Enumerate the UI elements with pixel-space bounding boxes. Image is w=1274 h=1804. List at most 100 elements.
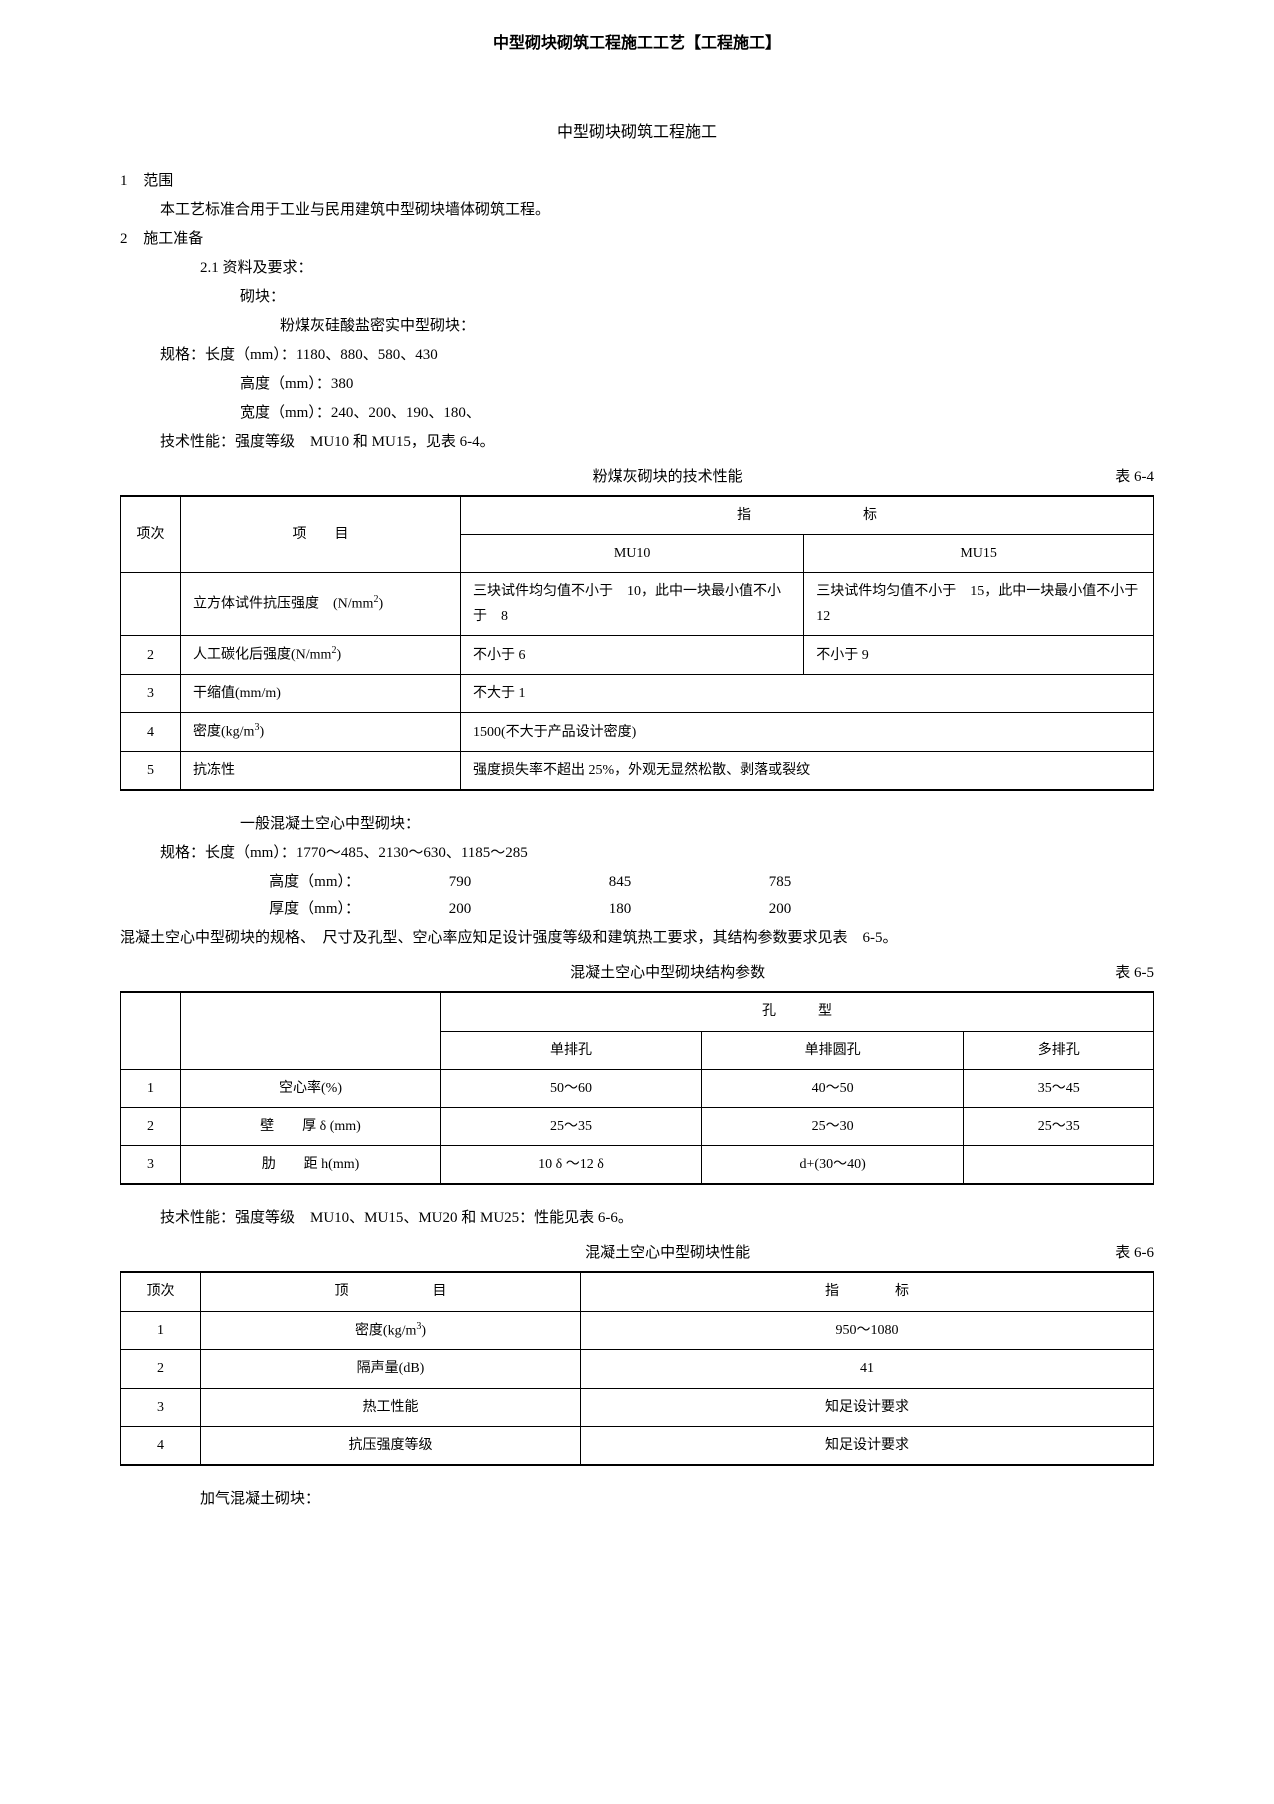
table-6-4-caption: 粉煤灰砌块的技术性能 表 6-4 bbox=[120, 464, 1154, 491]
concrete-note: 混凝土空心中型砌块的规格、 尺寸及孔型、空心率应知足设计强度等级和建筑热工要求，… bbox=[120, 925, 1174, 952]
t65-r2-v2: 25～30 bbox=[701, 1107, 964, 1145]
t66-r2-seq: 2 bbox=[121, 1350, 201, 1388]
flyash-label: 粉煤灰硅酸盐密实中型砌块： bbox=[280, 313, 1174, 340]
t64-h-item: 项 目 bbox=[181, 496, 461, 573]
t64-r1-mu10: 三块试件均匀值不小于 10，此中一块最小值不小于 8 bbox=[461, 572, 804, 635]
t65-r1-v3: 35～45 bbox=[964, 1069, 1154, 1107]
concrete-height-row: 高度（mm）： 790 845 785 bbox=[160, 869, 1174, 896]
t64-r2-seq: 2 bbox=[121, 636, 181, 675]
t64-r5-val: 强度损失率不超出 25%，外观无显然松散、剥落或裂纹 bbox=[461, 752, 1154, 791]
t65-r2-v3: 25～35 bbox=[964, 1107, 1154, 1145]
concrete-label: 一般混凝土空心中型砌块： bbox=[240, 811, 1174, 838]
t66-r3-item: 热工性能 bbox=[201, 1388, 581, 1426]
t66-r1-val: 950～1080 bbox=[581, 1311, 1154, 1350]
section-2-1: 2.1 资料及要求： bbox=[200, 255, 1174, 282]
section-2-num: 2 bbox=[120, 226, 128, 253]
table-6-4-num: 表 6-4 bbox=[1115, 464, 1154, 491]
t65-r2-v1: 25～35 bbox=[441, 1107, 702, 1145]
concrete-thick-row: 厚度（mm）： 200 180 200 bbox=[160, 896, 1174, 923]
t64-r1-seq bbox=[121, 572, 181, 635]
table-6-5-caption: 混凝土空心中型砌块结构参数 表 6-5 bbox=[120, 960, 1154, 987]
concrete-spec-length: 规格：长度（mm）：1770～485、2130～630、1185～285 bbox=[160, 840, 1174, 867]
t65-h-seq bbox=[121, 992, 181, 1069]
table-6-5-title: 混凝土空心中型砌块结构参数 bbox=[220, 960, 1115, 987]
t64-r5-item: 抗冻性 bbox=[181, 752, 461, 791]
t66-h-item: 顶 目 bbox=[201, 1272, 581, 1311]
t66-r4-item: 抗压强度等级 bbox=[201, 1426, 581, 1465]
t64-r3-val: 不大于 1 bbox=[461, 675, 1154, 713]
section-1-num: 1 bbox=[120, 168, 128, 195]
t64-r3-seq: 3 bbox=[121, 675, 181, 713]
concrete-h3: 785 bbox=[700, 869, 860, 896]
spec-length-val: 长度（mm）：1180、880、580、430 bbox=[205, 347, 438, 363]
section-2-label: 施工准备 bbox=[143, 231, 203, 247]
t66-r1-seq: 1 bbox=[121, 1311, 201, 1350]
t66-h-seq: 顶次 bbox=[121, 1272, 201, 1311]
concrete-t1: 200 bbox=[380, 896, 540, 923]
table-6-6: 顶次 顶 目 指 标 1 密度(kg/m3) 950～1080 2 隔声量(dB… bbox=[120, 1271, 1154, 1466]
t65-r3-item: 肋 距 h(mm) bbox=[181, 1146, 441, 1185]
t65-h-item bbox=[181, 992, 441, 1069]
concrete-h-label: 高度（mm）： bbox=[160, 869, 380, 896]
t64-r2-mu10: 不小于 6 bbox=[461, 636, 804, 675]
t65-c2: 单排圆孔 bbox=[701, 1031, 964, 1069]
t65-r3-v3 bbox=[964, 1146, 1154, 1185]
table-6-4: 项次 项 目 指 标 MU10 MU15 立方体试件抗压强度 (N/mm2) 三… bbox=[120, 495, 1154, 792]
t65-c3: 多排孔 bbox=[964, 1031, 1154, 1069]
t66-r3-seq: 3 bbox=[121, 1388, 201, 1426]
t65-h-type: 孔 型 bbox=[441, 992, 1154, 1031]
t66-r2-val: 41 bbox=[581, 1350, 1154, 1388]
t66-r1-item: 密度(kg/m3) bbox=[201, 1311, 581, 1350]
tech-line: 技术性能：强度等级 MU10 和 MU15，见表 6-4。 bbox=[160, 429, 1174, 456]
concrete-t3: 200 bbox=[700, 896, 860, 923]
table-6-4-title: 粉煤灰砌块的技术性能 bbox=[220, 464, 1115, 491]
t65-r1-seq: 1 bbox=[121, 1069, 181, 1107]
t64-r4-val: 1500(不大于产品设计密度) bbox=[461, 713, 1154, 752]
concrete-t-label: 厚度（mm）： bbox=[160, 896, 380, 923]
doc-header: 中型砌块砌筑工程施工工艺【工程施工】 bbox=[100, 30, 1174, 59]
table-6-6-caption: 混凝土空心中型砌块性能 表 6-6 bbox=[120, 1240, 1154, 1267]
table-6-6-title: 混凝土空心中型砌块性能 bbox=[220, 1240, 1115, 1267]
spec-length: 规格：长度（mm）：1180、880、580、430 bbox=[160, 342, 1174, 369]
t66-h-ind: 指 标 bbox=[581, 1272, 1154, 1311]
section-2: 2 施工准备 bbox=[120, 226, 1174, 253]
concrete-h2: 845 bbox=[540, 869, 700, 896]
t65-r3-v2: d+(30～40) bbox=[701, 1146, 964, 1185]
t64-r1-mu15: 三块试件均匀值不小于 15，此中一块最小值不小于 12 bbox=[804, 572, 1154, 635]
spec-width: 宽度（mm）：240、200、190、180、 bbox=[240, 400, 1174, 427]
section-1: 1 范围 bbox=[120, 168, 1174, 195]
t65-r2-seq: 2 bbox=[121, 1107, 181, 1145]
t66-r3-val: 知足设计要求 bbox=[581, 1388, 1154, 1426]
t64-r5-seq: 5 bbox=[121, 752, 181, 791]
table-6-5: 孔 型 单排孔 单排圆孔 多排孔 1 空心率(%) 50～60 40～50 35… bbox=[120, 991, 1154, 1185]
t65-r1-v2: 40～50 bbox=[701, 1069, 964, 1107]
t64-r2-mu15: 不小于 9 bbox=[804, 636, 1154, 675]
tech-66-line: 技术性能：强度等级 MU10、MU15、MU20 和 MU25：性能见表 6-6… bbox=[160, 1205, 1174, 1232]
t64-h-seq: 项次 bbox=[121, 496, 181, 573]
t64-h-mu10: MU10 bbox=[461, 534, 804, 572]
block-label: 砌块： bbox=[240, 284, 1174, 311]
aerated-label: 加气混凝土砌块： bbox=[200, 1486, 1174, 1513]
t65-c1: 单排孔 bbox=[441, 1031, 702, 1069]
t65-r3-seq: 3 bbox=[121, 1146, 181, 1185]
t65-r2-item: 壁 厚 δ (mm) bbox=[181, 1107, 441, 1145]
concrete-h1: 790 bbox=[380, 869, 540, 896]
t65-r1-item: 空心率(%) bbox=[181, 1069, 441, 1107]
t64-h-mu15: MU15 bbox=[804, 534, 1154, 572]
t66-r4-val: 知足设计要求 bbox=[581, 1426, 1154, 1465]
t66-r4-seq: 4 bbox=[121, 1426, 201, 1465]
page-title: 中型砌块砌筑工程施工 bbox=[100, 119, 1174, 148]
t64-r2-item: 人工碳化后强度(N/mm2) bbox=[181, 636, 461, 675]
concrete-t2: 180 bbox=[540, 896, 700, 923]
spec-prefix: 规格： bbox=[160, 347, 205, 363]
table-6-6-num: 表 6-6 bbox=[1115, 1240, 1154, 1267]
section-1-label: 范围 bbox=[143, 173, 173, 189]
table-6-5-num: 表 6-5 bbox=[1115, 960, 1154, 987]
t64-r4-item: 密度(kg/m3) bbox=[181, 713, 461, 752]
t65-r1-v1: 50～60 bbox=[441, 1069, 702, 1107]
section-1-text: 本工艺标准合用于工业与民用建筑中型砌块墙体砌筑工程。 bbox=[160, 197, 1174, 224]
t64-r3-item: 干缩值(mm/m) bbox=[181, 675, 461, 713]
t64-r1-item: 立方体试件抗压强度 (N/mm2) bbox=[181, 572, 461, 635]
spec-height: 高度（mm）：380 bbox=[240, 371, 1174, 398]
t65-r3-v1: 10 δ ～12 δ bbox=[441, 1146, 702, 1185]
